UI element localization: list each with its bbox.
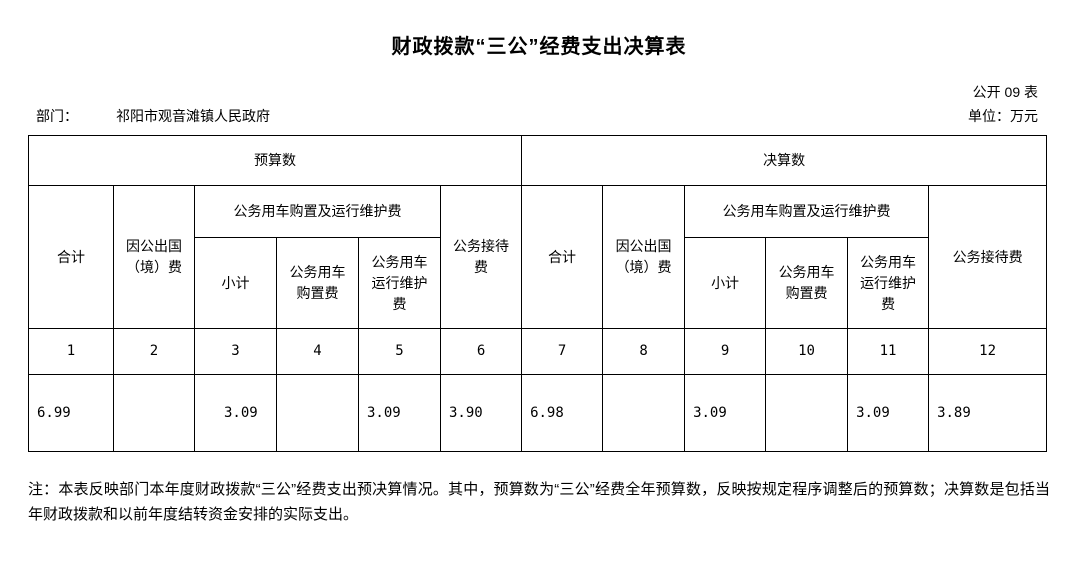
column-number: 6: [439, 328, 523, 375]
sheet-number-label: 公开 09 表: [972, 84, 1038, 100]
department-line: 部门： 祁阳市观音滩镇人民政府: [36, 106, 270, 126]
value-final-reception: 3.89: [928, 374, 1048, 452]
value-final-vehicle-subtotal: 3.09: [684, 374, 767, 452]
value-budget-abroad: [113, 374, 195, 452]
column-number: 9: [684, 328, 767, 375]
value-final-vehicle-maintenance: 3.09: [847, 374, 930, 452]
footnote: 注：本表反映部门本年度财政拨款“三公”经费支出预决算情况。其中，预算数为“三公”…: [28, 481, 1050, 523]
header-budget-vehicle-purchase: 公务用车购置费: [276, 237, 359, 329]
expenses-table: 预算数 决算数 合计 因公出国（境）费 公务用车购置及运行维护费 公务接待费 合…: [27, 135, 1048, 452]
department-label: 部门：: [36, 108, 78, 124]
column-number: 2: [113, 328, 195, 375]
header-budget-vehicle-maintenance: 公务用车运行维护费: [358, 237, 441, 329]
column-number: 1: [28, 328, 114, 375]
column-number: 8: [602, 328, 686, 375]
column-number: 12: [928, 328, 1048, 375]
column-number-row: 1 2 3 4 5 6 7 8 9 10 11 12: [28, 328, 1048, 375]
header-final-group: 决算数: [521, 135, 1048, 186]
header-final-vehicle-group: 公务用车购置及运行维护费: [684, 185, 930, 238]
column-number: 10: [765, 328, 849, 375]
header-budget-vehicle-group: 公务用车购置及运行维护费: [194, 185, 441, 238]
header-budget-reception: 公务接待费: [439, 185, 523, 329]
column-number: 7: [521, 328, 604, 375]
header-final-vehicle-maintenance: 公务用车运行维护费: [847, 237, 930, 329]
value-budget-vehicle-maintenance: 3.09: [358, 374, 441, 452]
meta-row: 部门： 祁阳市观音滩镇人民政府 单位：万元: [36, 106, 1038, 126]
column-number: 11: [847, 328, 930, 375]
unit-label: 单位：万元: [968, 108, 1038, 124]
value-final-vehicle-purchase: [765, 374, 849, 452]
header-final-reception: 公务接待费: [928, 185, 1048, 329]
department-value: 祁阳市观音滩镇人民政府: [116, 108, 270, 124]
value-budget-total: 6.99: [28, 374, 114, 452]
column-number: 3: [194, 328, 277, 375]
column-number: 4: [276, 328, 359, 375]
header-budget-group: 预算数: [27, 135, 523, 186]
value-budget-vehicle-subtotal: 3.09: [194, 374, 277, 452]
table-row: 合计 因公出国（境）费 公务用车购置及运行维护费 公务接待费 合计 因公出国（境…: [28, 185, 1048, 329]
header-final-total: 合计: [521, 185, 604, 329]
column-number: 5: [358, 328, 441, 375]
value-budget-reception: 3.90: [439, 374, 523, 452]
header-budget-vehicle-subtotal: 小计: [194, 237, 277, 329]
data-row: 6.99 3.09 3.09 3.90 6.98 3.09 3.09 3.89: [28, 374, 1048, 452]
header-budget-total: 合计: [28, 185, 114, 329]
value-final-total: 6.98: [521, 374, 604, 452]
header-final-vehicle-purchase: 公务用车购置费: [765, 237, 849, 329]
table-row: 预算数 决算数: [27, 135, 1048, 186]
table-row: 小计 公务用车购置费 公务用车运行维护费 小计 公务用车购置费 公务用车运行维护…: [29, 237, 1047, 329]
header-budget-abroad: 因公出国（境）费: [113, 185, 195, 329]
page-title: 财政拨款“三公”经费支出决算表: [391, 36, 687, 58]
header-final-vehicle-subtotal: 小计: [684, 237, 767, 329]
value-budget-vehicle-purchase: [276, 374, 359, 452]
header-final-abroad: 因公出国（境）费: [602, 185, 686, 329]
value-final-abroad: [602, 374, 686, 452]
